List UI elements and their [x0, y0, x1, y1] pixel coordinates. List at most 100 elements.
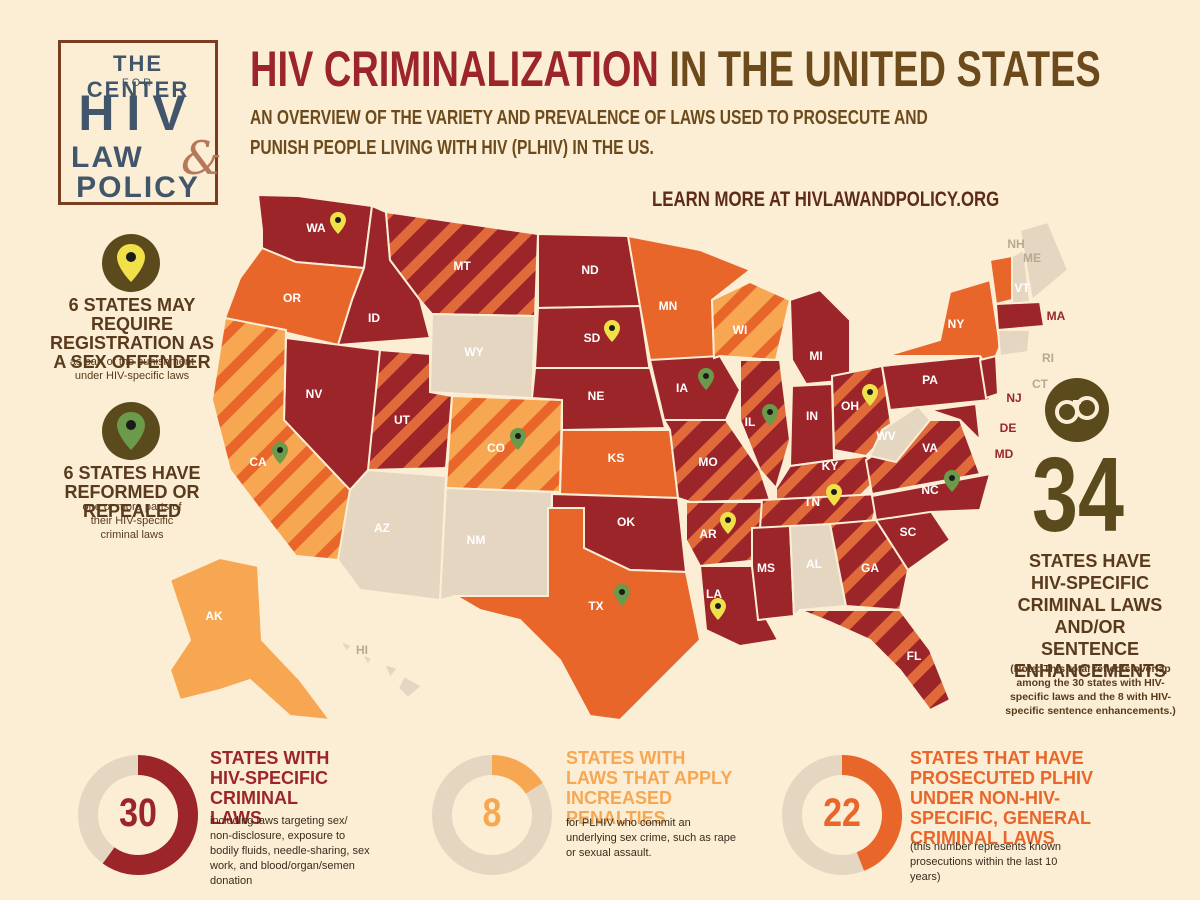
state-label-ak: AK — [205, 609, 223, 623]
yellow-pin-icon — [720, 512, 736, 534]
donut-number: 8 — [482, 791, 502, 835]
state-in[interactable] — [788, 382, 836, 468]
state-label-nc: NC — [921, 483, 939, 497]
state-label-wa: WA — [306, 221, 326, 235]
state-label-ma: MA — [1047, 309, 1066, 323]
state-label-wi: WI — [733, 323, 748, 337]
state-ak[interactable] — [168, 556, 333, 722]
state-label-fl: FL — [907, 649, 922, 663]
green-pin-icon — [698, 368, 714, 390]
state-label-co: CO — [487, 441, 505, 455]
state-label-wy: WY — [464, 345, 483, 359]
green-pin-icon — [762, 404, 778, 426]
state-label-mt: MT — [453, 259, 471, 273]
donut-value-arc — [102, 755, 198, 875]
state-ia[interactable] — [648, 354, 742, 421]
state-mi[interactable] — [788, 288, 851, 386]
state-label-az: AZ — [374, 521, 390, 535]
state-nc[interactable] — [870, 472, 992, 522]
state-label-sd: SD — [584, 331, 601, 345]
state-label-ut: UT — [394, 413, 411, 427]
state-label-va: VA — [922, 441, 938, 455]
registration-legend-title: 6 STATES MAY REQUIRE REGISTRATION AS A S… — [49, 295, 214, 372]
state-label-mn: MN — [659, 299, 678, 313]
state-label-ct: CT — [1032, 377, 1049, 391]
state-pa[interactable] — [880, 354, 992, 412]
state-ga[interactable] — [828, 518, 910, 612]
donut-number: 30 — [119, 791, 157, 835]
registration-legend-desc: as part of the punishment under HIV-spec… — [69, 356, 195, 382]
state-il[interactable] — [739, 359, 792, 491]
yellow-pin-icon — [826, 484, 842, 506]
page-subtitle: AN OVERVIEW OF THE VARIETY AND PREVALENC… — [250, 107, 928, 159]
state-label-nh: NH — [1007, 237, 1024, 251]
state-label-mo: MO — [698, 455, 717, 469]
state-label-mi: MI — [809, 349, 822, 363]
state-wv[interactable] — [868, 404, 932, 464]
donut-description: including laws targeting sex/ non-disclo… — [210, 815, 370, 887]
yellow-pin-icon — [330, 212, 346, 234]
state-label-tn: TN — [804, 495, 820, 509]
logo-line-hiv: HIV — [78, 85, 198, 141]
state-nm[interactable] — [438, 486, 554, 602]
donut-chart-1 — [78, 755, 198, 875]
state-label-ca: CA — [249, 455, 267, 469]
logo-ampersand: & — [181, 131, 222, 185]
state-label-il: IL — [745, 415, 756, 429]
state-label-ar: AR — [699, 527, 717, 541]
state-label-oh: OH — [841, 399, 859, 413]
title-part-1: HIV CRIMINALIZATION — [250, 41, 659, 97]
stat-34-note: (Note: This total reflects overlap among… — [1005, 663, 1176, 717]
state-ms[interactable] — [751, 524, 796, 622]
green-pin-icon — [614, 584, 630, 606]
state-ma[interactable] — [994, 300, 1046, 332]
state-label-or: OR — [283, 291, 301, 305]
state-label-wv: WV — [876, 429, 895, 443]
learn-more-link[interactable]: LEARN MORE AT HIVLAWANDPOLICY.ORG — [652, 188, 1000, 211]
logo-line-for: FOR — [121, 77, 155, 89]
state-az[interactable] — [336, 468, 448, 602]
state-md-de[interactable] — [929, 402, 982, 443]
state-label-md: MD — [995, 447, 1014, 461]
center-for-hiv-law-policy-logo: THE CENTER FOR HIV LAW & POLICY — [58, 40, 222, 205]
yellow-pin-icon — [604, 320, 620, 342]
state-label-vt: VT — [1014, 281, 1030, 295]
donut-description: for PLHIV who commit an underlying sex c… — [566, 817, 736, 859]
state-label-de: DE — [1000, 421, 1017, 435]
state-label-pa: PA — [922, 373, 938, 387]
stat-34-number: 34 — [1032, 436, 1124, 554]
state-wi[interactable] — [710, 280, 792, 362]
title-part-2: IN THE UNITED STATES — [658, 41, 1101, 97]
donut-value-arc — [491, 755, 543, 794]
state-ca[interactable] — [210, 316, 352, 562]
state-ar[interactable] — [685, 501, 764, 568]
donut-chart-2 — [432, 755, 552, 875]
logo-line-the-center: THE CENTER — [86, 51, 190, 102]
yellow-pin-icon — [117, 244, 145, 282]
state-al[interactable] — [788, 522, 848, 619]
state-label-me: ME — [1023, 251, 1041, 265]
state-ct[interactable] — [996, 329, 1032, 358]
green-pin-icon — [510, 428, 526, 450]
reformed-legend-title: 6 STATES HAVE REFORMED OR REPEALED — [63, 463, 201, 521]
state-label-ia: IA — [676, 381, 688, 395]
state-nj[interactable] — [978, 354, 1000, 400]
donut-title: STATES WITH LAWS THAT APPLY INCREASED PE… — [566, 748, 733, 828]
logo-line-policy: POLICY — [76, 171, 200, 204]
state-label-ri: RI — [1042, 351, 1054, 365]
donut-title: STATES THAT HAVE PROSECUTED PLHIV UNDER … — [910, 748, 1094, 848]
state-label-tx: TX — [588, 599, 603, 613]
page-title: HIV CRIMINALIZATION IN THE UNITED STATES — [250, 40, 1101, 98]
state-label-al: AL — [806, 557, 822, 571]
state-fl[interactable] — [799, 609, 952, 712]
state-tx[interactable] — [452, 507, 702, 722]
green-pin-icon — [272, 442, 288, 464]
donut-chart-3 — [782, 755, 902, 875]
state-label-ms: MS — [757, 561, 775, 575]
state-label-ok: OK — [617, 515, 635, 529]
state-label-hi: HI — [356, 643, 368, 657]
state-label-ga: GA — [861, 561, 879, 575]
state-ny[interactable] — [885, 278, 1002, 373]
state-me[interactable] — [1018, 220, 1070, 302]
state-hi[interactable] — [337, 637, 424, 700]
